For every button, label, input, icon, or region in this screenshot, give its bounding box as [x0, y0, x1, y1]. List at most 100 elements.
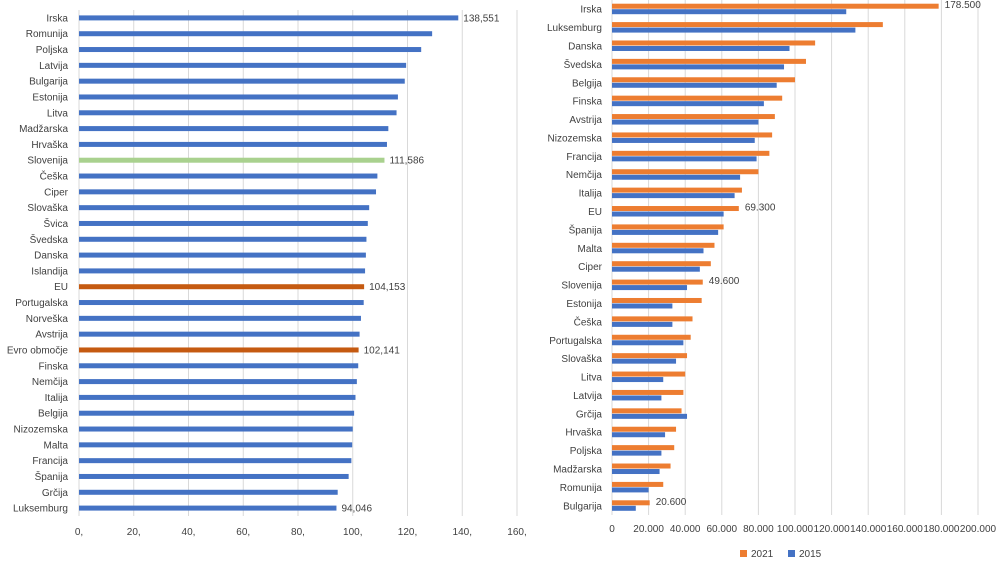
category-label: Italija	[45, 393, 69, 404]
bar-2015-danska	[612, 45, 790, 51]
bar-2021-slovaska	[612, 353, 688, 359]
category-label: Bulgarija	[29, 77, 68, 88]
bar-2021-svedska	[612, 58, 806, 64]
bar-2021-nizozemska	[612, 132, 773, 138]
category-label: Avstrija	[35, 330, 68, 341]
bar-2015-bulgarija	[612, 505, 636, 511]
bar-2021-spanija	[612, 224, 724, 230]
data-label: 111,586	[389, 156, 424, 167]
bar-estonija	[79, 94, 398, 100]
category-label: Slovenija	[561, 281, 602, 292]
bar-danska	[79, 252, 366, 258]
category-label: Danska	[34, 251, 68, 262]
category-label: Malta	[578, 244, 603, 255]
bar-spanija	[79, 473, 349, 479]
bar-madzarska	[79, 126, 389, 132]
category-label: Poljska	[36, 45, 69, 56]
x-tick-label: 200.000	[960, 524, 997, 535]
bar-2021-latvija	[612, 389, 684, 395]
category-label: Švica	[44, 217, 69, 230]
bar-2015-irska	[612, 9, 847, 15]
bar-finska	[79, 363, 359, 369]
bar-2015-madzarska	[612, 469, 660, 475]
category-label: Latvija	[573, 391, 602, 402]
category-label: Bulgarija	[563, 501, 602, 512]
category-label: Ciper	[578, 262, 603, 273]
bar-2015-finska	[612, 101, 764, 107]
bar-2015-romunija	[612, 487, 649, 493]
bar-2021-eu	[612, 206, 739, 212]
bar-avstrija	[79, 331, 360, 337]
category-label: Grčija	[42, 488, 69, 499]
bar-romunija	[79, 31, 433, 37]
bar-2015-belgija	[612, 82, 777, 88]
x-tick-label: 40,	[182, 527, 196, 538]
bar-litva	[79, 110, 397, 116]
bar-grcija	[79, 489, 338, 495]
x-tick-label: 180.000	[923, 524, 960, 535]
x-tick-label: 120,	[398, 527, 417, 538]
bar-francija	[79, 458, 352, 464]
bar-slovenija	[79, 157, 385, 163]
category-label: Švedska	[30, 233, 69, 246]
bar-2015-spanija	[612, 229, 719, 235]
bar-2015-avstrija	[612, 119, 759, 125]
category-label: Luksemburg	[547, 23, 602, 34]
category-label: Irska	[580, 5, 602, 16]
legend-label: 2015	[799, 549, 822, 560]
bar-2015-malta	[612, 248, 704, 254]
category-label: Litva	[581, 373, 603, 384]
category-label: Finska	[573, 97, 603, 108]
category-label: Madžarska	[553, 465, 602, 476]
category-label: Estonija	[32, 92, 68, 103]
legend-swatch-2015	[788, 550, 795, 557]
x-tick-label: 40.000	[670, 524, 701, 535]
x-tick-label: 100,	[343, 527, 362, 538]
category-label: EU	[588, 207, 602, 218]
bar-2021-poljska	[612, 445, 675, 451]
bar-ceska	[79, 173, 378, 179]
bar-2015-grcija	[612, 413, 688, 419]
category-label: Nizozemska	[14, 425, 69, 436]
bar-eu	[79, 284, 365, 290]
category-label: Romunija	[560, 483, 603, 494]
bar-2015-nizozemska	[612, 137, 755, 143]
bar-bulgarija	[79, 78, 405, 84]
bar-2021-bulgarija	[612, 500, 650, 506]
bar-2021-estonija	[612, 297, 702, 303]
category-label: Slovaška	[561, 354, 602, 365]
category-label: Portugalska	[549, 336, 602, 347]
bar-2021-finska	[612, 95, 783, 101]
data-label: 178.500	[945, 0, 982, 11]
bar-2015-francija	[612, 156, 757, 162]
category-label: Luksemburg	[13, 504, 68, 515]
bar-2021-francija	[612, 150, 770, 156]
bar-2015-eu	[612, 211, 724, 217]
x-tick-label: 120.000	[814, 524, 851, 535]
bar-italija	[79, 394, 356, 400]
x-tick-label: 100.000	[777, 524, 814, 535]
bar-luksemburg	[79, 505, 337, 511]
data-label: 102,141	[364, 345, 401, 356]
bar-2015-estonija	[612, 303, 673, 309]
bar-2015-hrvaska	[612, 432, 666, 438]
bar-irska	[79, 15, 459, 21]
bar-2021-litva	[612, 371, 686, 377]
category-label: Estonija	[566, 299, 602, 310]
category-label: Finska	[39, 361, 69, 372]
x-tick-label: 20,	[127, 527, 141, 538]
category-label: Islandija	[31, 266, 68, 277]
bar-nemcija	[79, 379, 357, 385]
chart-left-index: 0, 20, 40, 60, 80, 100, 120, 140, 160, Irska Romun…	[7, 10, 527, 538]
bar-2021-luksemburg	[612, 22, 883, 28]
bar-malta	[79, 442, 353, 448]
category-label: Litva	[47, 108, 69, 119]
category-label: EU	[54, 282, 68, 293]
bar-2021-romunija	[612, 481, 664, 487]
category-label: Francija	[566, 152, 602, 163]
bar-2021-ceska	[612, 316, 693, 322]
category-label: Hrvaška	[31, 140, 68, 151]
data-label: 20.600	[656, 497, 687, 508]
bar-2015-ceska	[612, 321, 673, 327]
